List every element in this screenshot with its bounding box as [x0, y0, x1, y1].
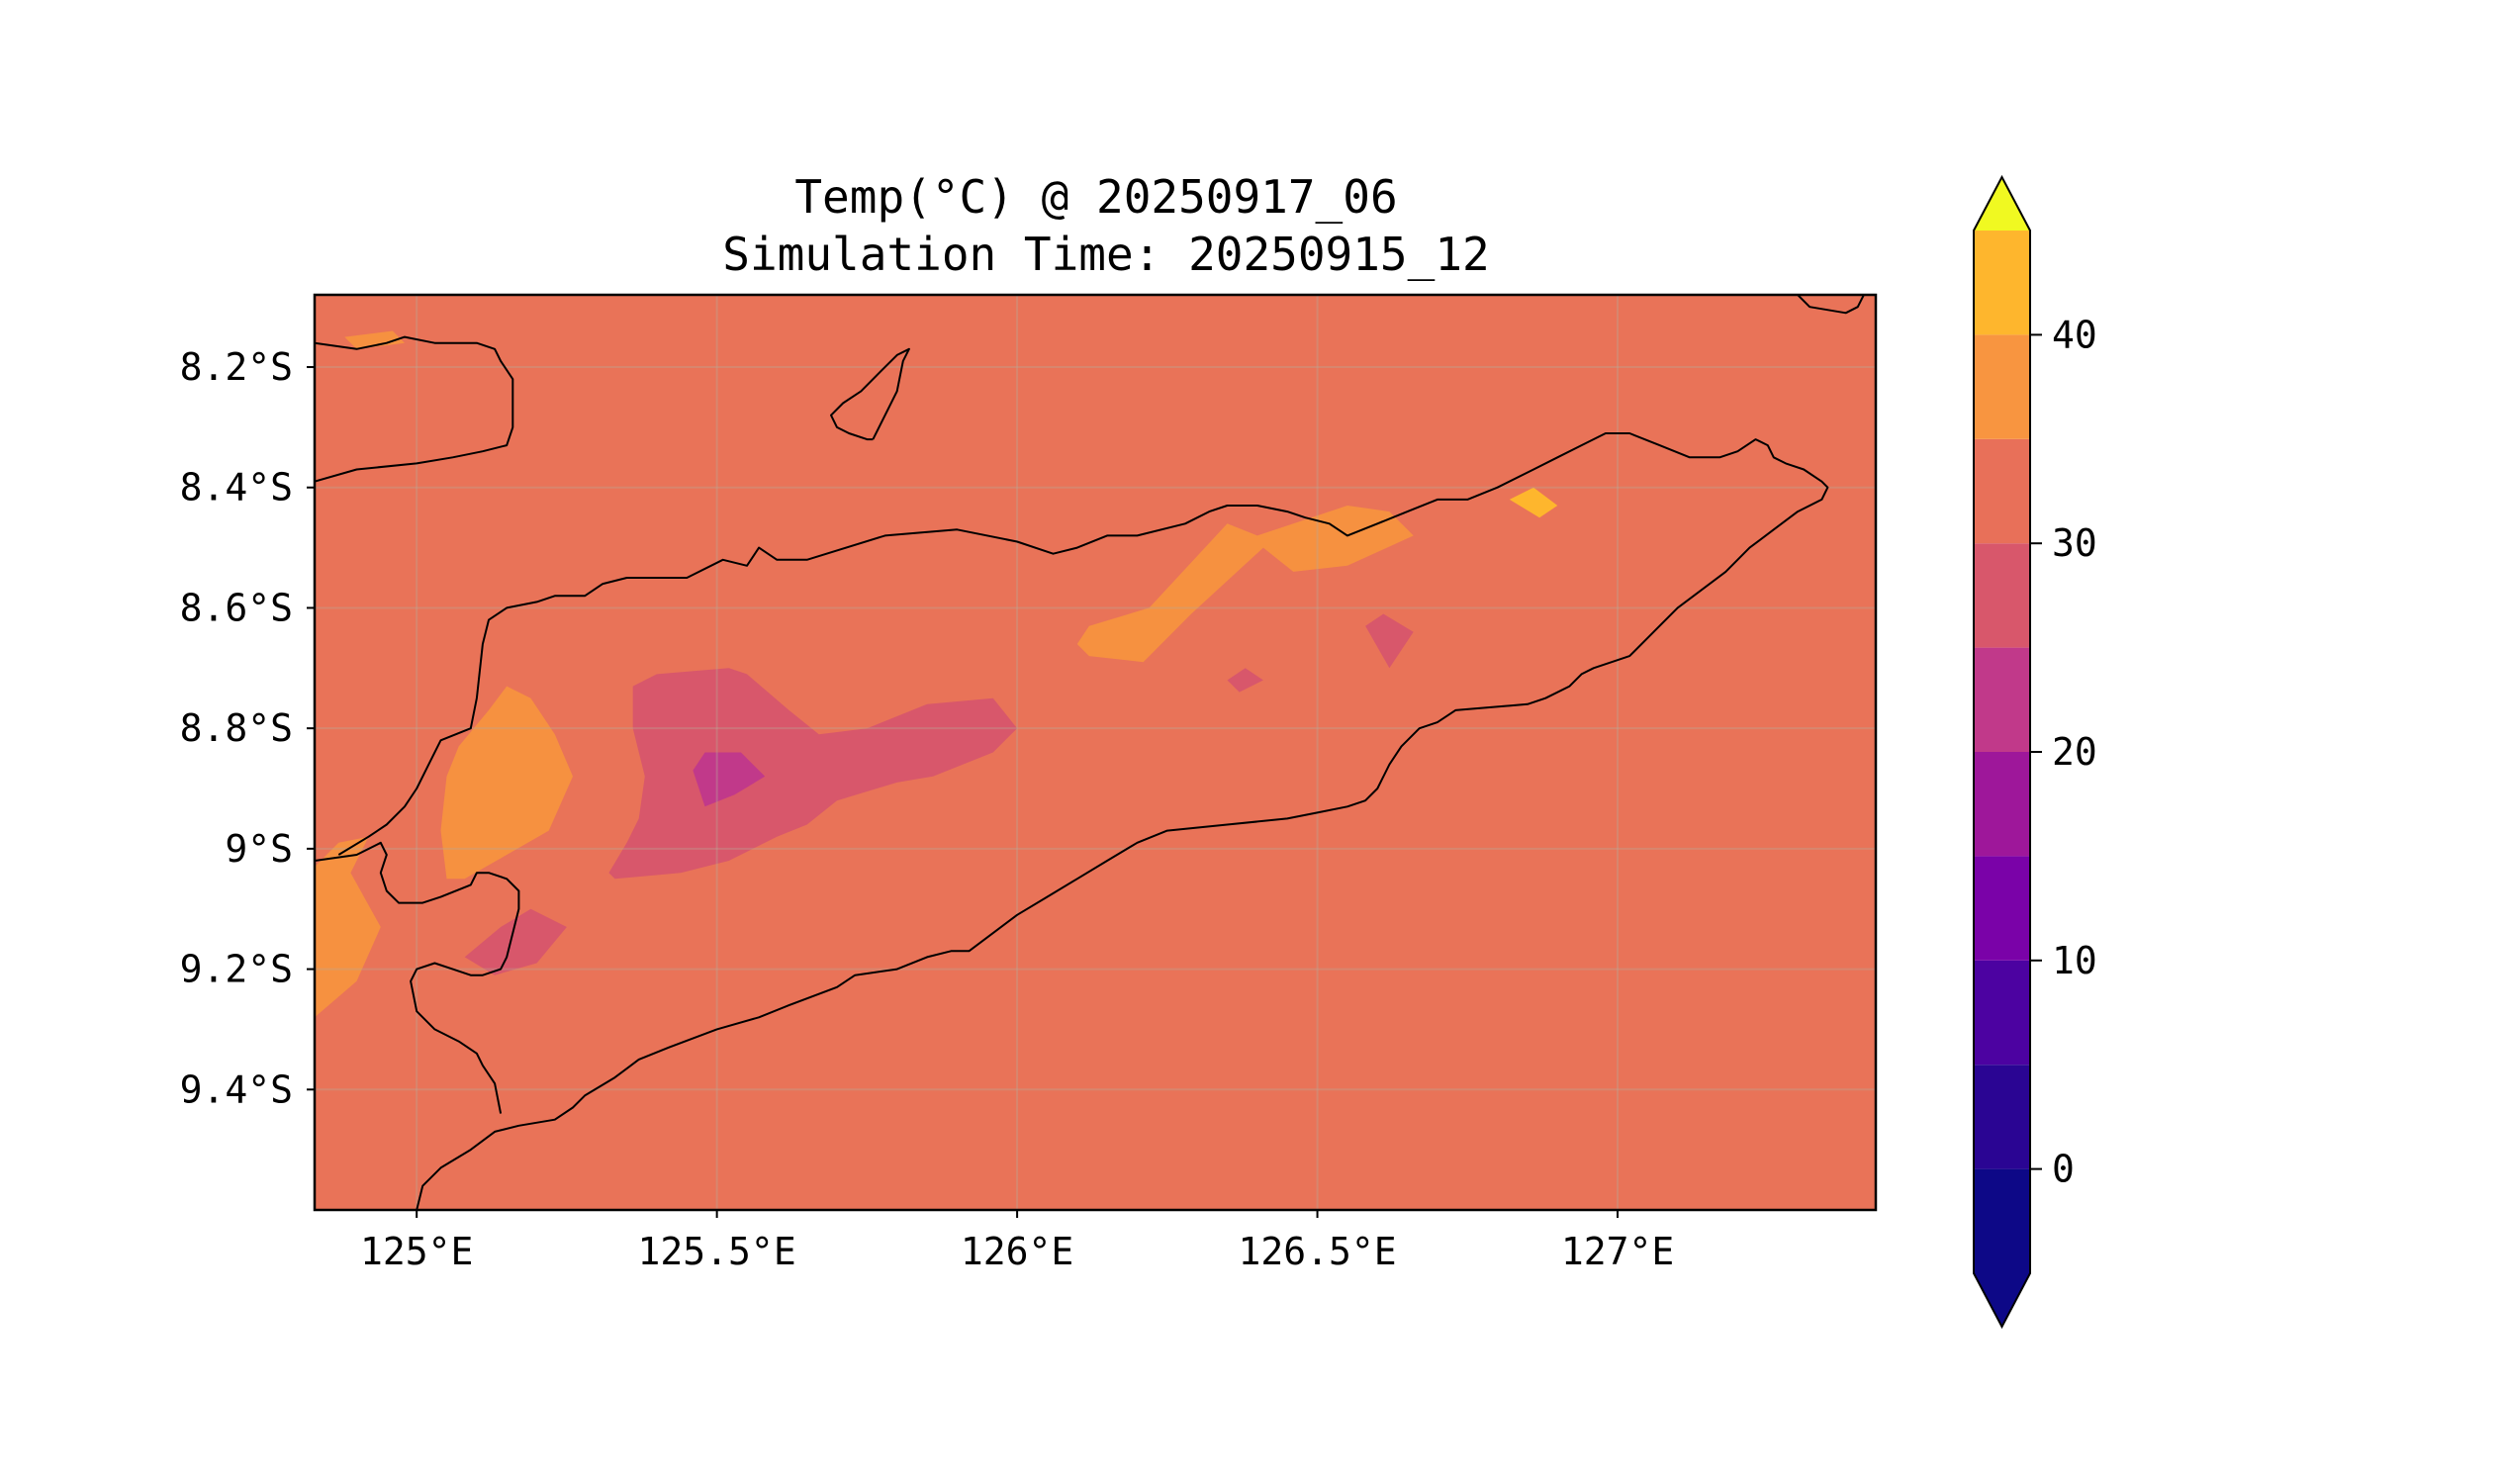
gridlines [315, 295, 1876, 1210]
coastline [315, 841, 520, 1114]
temperature-contours [315, 330, 1558, 1018]
temperature-contour-30-35 [344, 330, 405, 349]
map-subtitle: Simulation Time: 20250915_12 [722, 228, 1489, 281]
longitude-axis: 125°E 125.5°E 126°E 126.5°E 127°E [360, 1210, 1674, 1273]
colorbar-segment [1974, 856, 2030, 961]
colorbar-over-extension [1974, 177, 2030, 231]
colorbar: 0 10 20 30 40 [1973, 174, 2097, 1330]
colorbar-tick-label: 30 [2052, 521, 2097, 565]
colorbar-segment [1974, 1065, 2030, 1169]
coastline [830, 347, 910, 441]
colorbar-segment [1974, 438, 2030, 544]
colorbar-segment [1974, 543, 2030, 648]
x-tick-label: 125°E [360, 1230, 473, 1273]
colorbar-tick-label: 20 [2052, 730, 2097, 774]
y-tick-label: 9.2°S [180, 948, 293, 991]
y-tick-label: 9.4°S [180, 1067, 293, 1111]
coastline [1797, 295, 1865, 315]
x-tick-label: 127°E [1561, 1230, 1674, 1273]
x-tick-label: 126°E [961, 1230, 1073, 1273]
colorbar-tick-label: 0 [2052, 1148, 2075, 1191]
temperature-contour-35-40 [1509, 487, 1558, 518]
temperature-contour-20-25 [608, 668, 1018, 880]
temperature-contour-20-25 [1227, 668, 1263, 693]
colorbar-segment [1974, 231, 2030, 335]
colorbar-segment [1974, 960, 2030, 1066]
temperature-contour-30-35 [1076, 506, 1414, 663]
coastline [315, 335, 514, 483]
temperature-contour-30-35 [440, 686, 573, 880]
x-tick-label: 126.5°E [1238, 1230, 1396, 1273]
y-tick-label: 9°S [225, 827, 293, 871]
map-title: Temp(°C) @ 20250917_06 [794, 170, 1397, 224]
latitude-axis: 8.2°S 8.4°S 8.6°S 8.8°S 9°S 9.2°S 9.4°S [180, 345, 315, 1111]
coastline [337, 432, 1829, 1210]
colorbar-segment [1974, 1168, 2030, 1273]
temperature-contour-20-25 [464, 908, 567, 975]
colorbar-under-extension [1974, 1273, 2030, 1327]
colorbar-segment [1974, 647, 2030, 752]
temperature-contour-20-25 [1365, 613, 1414, 669]
map-frame [313, 293, 1878, 1212]
y-tick-label: 8.6°S [180, 586, 293, 629]
y-tick-label: 8.4°S [180, 466, 293, 510]
x-tick-label: 125.5°E [638, 1230, 796, 1273]
temperature-contour-15-20 [693, 752, 766, 807]
temperature-contour-30-35 [315, 836, 381, 1018]
colorbar-tick-label: 10 [2052, 939, 2097, 982]
temperature-field-background [315, 295, 1876, 1210]
colorbar-segment [1974, 334, 2030, 439]
y-tick-label: 8.8°S [180, 706, 293, 750]
colorbar-tick-label: 40 [2052, 313, 2097, 356]
colorbar-outline [1973, 174, 2031, 1330]
y-tick-label: 8.2°S [180, 345, 293, 389]
colorbar-segment [1974, 752, 2030, 857]
coastlines [315, 295, 1865, 1210]
map-plot-area [313, 293, 1878, 1212]
